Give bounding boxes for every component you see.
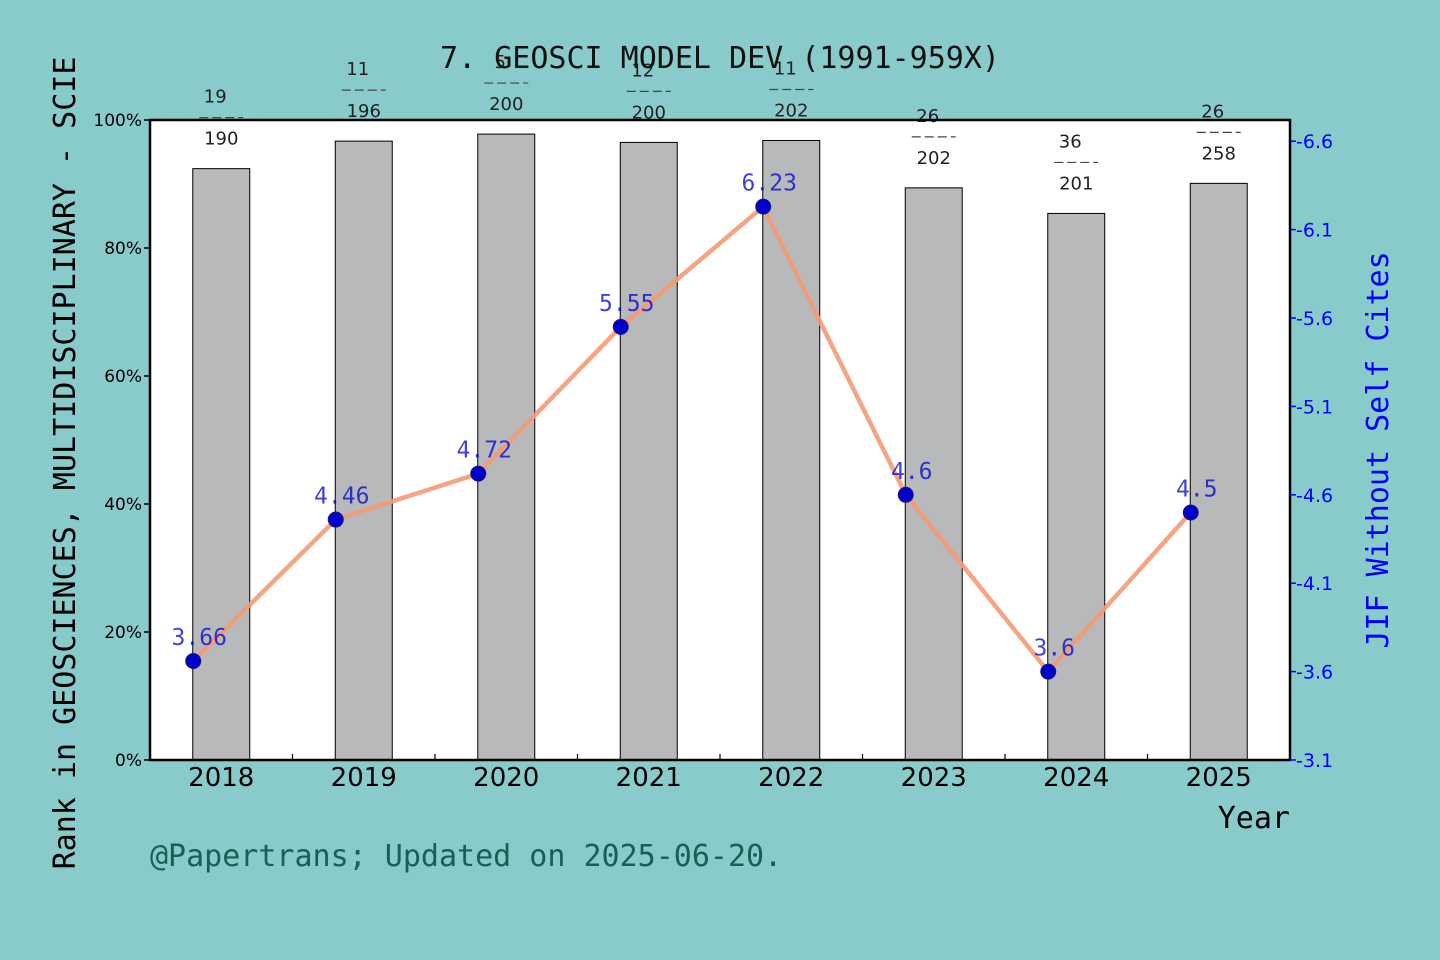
rank-value: 11 [346,59,369,80]
jif-point-2024 [1040,663,1057,680]
jif-value-label-2023: 4.6 [891,459,933,485]
x-tick-label: 2019 [331,763,397,793]
jif-value-label-2020: 4.72 [457,438,512,464]
right-tick-label: -5.6 [1296,308,1333,330]
rank-value: 36 [1059,131,1082,152]
left-tick-label: 80% [104,239,142,259]
rank-value: 5 [495,52,506,73]
left-tick-label: 20% [104,623,142,643]
right-tick-label: -5.1 [1296,396,1333,418]
rank-value: 26 [916,106,939,127]
rank-total: 190 [204,129,238,150]
jif-value-label-2021: 5.55 [599,291,654,317]
x-tick-label: 2022 [758,763,824,793]
right-tick-label: -3.6 [1296,662,1333,684]
jif-value-label-2018: 3.66 [172,625,227,651]
x-tick-label: 2024 [1043,763,1109,793]
jif-point-2023 [897,486,914,503]
jif-point-2018 [185,652,202,669]
rank-label-2025: 26 258 [1196,101,1241,164]
x-tick-label: 2023 [901,763,967,793]
rank-total: 202 [774,100,808,121]
chart-title: 7. GEOSCI MODEL DEV (1991-959X) [440,41,1000,76]
rank-label-2024: 36 201 [1054,131,1099,194]
plot-area [150,120,1290,760]
left-tick-label: 0% [115,751,142,771]
rank-value: 11 [774,58,797,79]
jif-value-label-2025: 4.5 [1176,476,1218,502]
bar-2023 [904,187,963,761]
rank-label-2018: 19 190 [199,87,244,150]
x-tick-label: 2025 [1186,763,1252,793]
jif-value-label-2022: 6.23 [742,171,797,197]
rank-total: 200 [489,94,523,115]
left-tick-label: 40% [104,495,142,515]
jif-value-label-2019: 4.46 [314,484,369,510]
right-tick-label: -4.6 [1296,485,1333,507]
right-tick-label: -4.1 [1296,573,1333,595]
jif-point-2021 [612,318,629,335]
rank-label-2021: 12 200 [626,60,671,123]
rank-total: 196 [347,101,381,122]
left-axis-label: Rank in GEOSCIENCES, MULTIDISCIPLINARY -… [48,57,83,870]
x-tick-label: 2021 [616,763,682,793]
rank-value: 26 [1201,101,1224,122]
x-tick-label: 2020 [473,763,539,793]
jif-point-2022 [755,198,772,215]
bar-2022 [762,139,821,761]
jif-point-2019 [327,511,344,528]
right-tick-label: -6.6 [1296,131,1333,153]
jif-value-label-2024: 3.6 [1033,636,1075,662]
x-tick-label: 2018 [188,763,254,793]
rank-label-2023: 26 202 [911,106,956,169]
bar-2024 [1047,212,1106,761]
left-tick-label: 100% [93,111,142,131]
rank-value: 19 [204,87,227,108]
rank-total: 200 [632,102,666,123]
rank-label-2022: 11 202 [769,58,814,121]
left-tick-label: 60% [104,367,142,387]
bar-2021 [619,141,678,761]
rank-label-2020: 5 200 [484,52,529,115]
bar-2025 [1189,182,1248,761]
jif-point-2020 [470,465,487,482]
right-axis-label: JIF Without Self Cites [1361,251,1396,648]
rank-total: 258 [1202,143,1236,164]
rank-total: 202 [917,148,951,169]
bar-2019 [334,140,393,761]
rank-value: 12 [631,60,654,81]
rank-label-2019: 11 196 [341,59,386,122]
right-tick-label: -3.1 [1296,750,1333,772]
jif-line [191,204,1193,674]
right-tick-label: -6.1 [1296,220,1333,242]
jif-point-2025 [1182,504,1199,521]
footer-note: @Papertrans; Updated on 2025-06-20. [150,839,782,874]
bar-2018 [192,168,251,761]
rank-total: 201 [1059,173,1093,194]
x-axis-label: Year [1218,801,1290,836]
